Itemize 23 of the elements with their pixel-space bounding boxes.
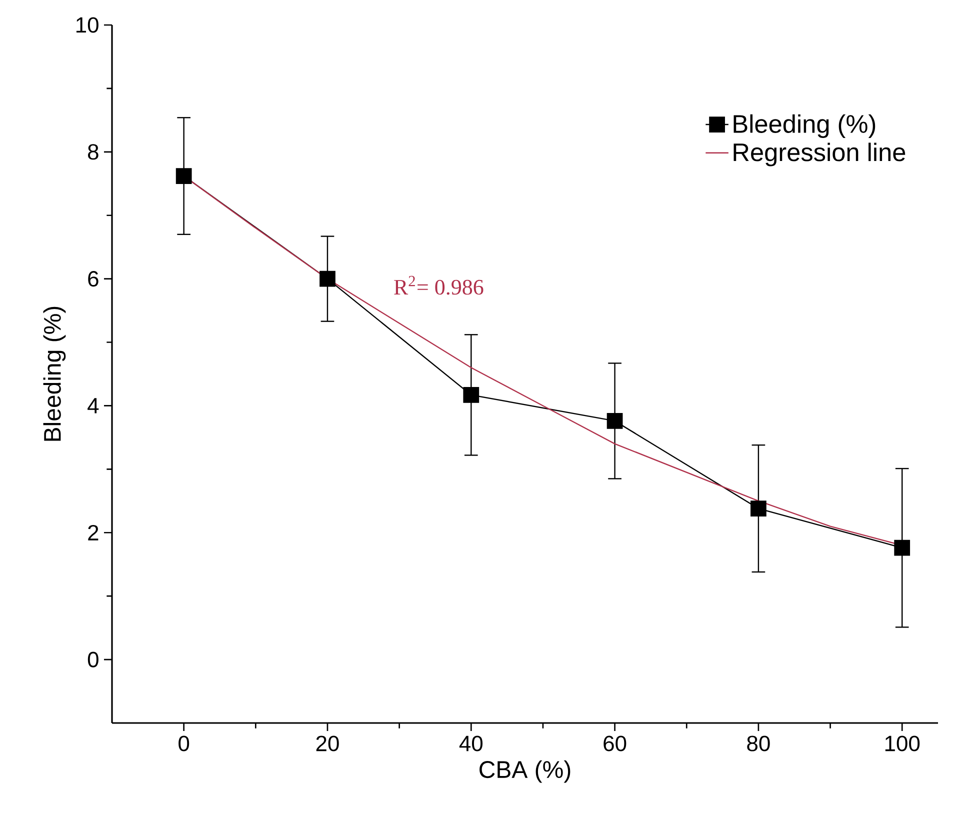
- x-axis-title: CBA (%): [480, 760, 570, 783]
- y-tick-label: 6: [88, 271, 98, 287]
- point: [320, 270, 336, 287]
- legend-label: Regression line: [734, 142, 906, 166]
- x-tick-label: 0: [178, 736, 190, 752]
- x-tick-label: 60: [604, 736, 626, 752]
- x-tick-label: 100: [885, 736, 920, 752]
- point: [606, 413, 623, 429]
- y-tick-label: 8: [88, 144, 98, 160]
- x-tick-label: 40: [459, 736, 483, 752]
- legend-label: Bleeding (%): [734, 114, 876, 138]
- y-tick-label: 2: [88, 524, 98, 540]
- y-tick-label: 10: [76, 17, 98, 33]
- y-tick-label: 4: [88, 398, 99, 414]
- x-tick-label: 20: [316, 736, 339, 752]
- point: [463, 387, 480, 403]
- annotation: R$^{2}$= 0.986: [394, 276, 484, 295]
- point: [176, 168, 192, 184]
- y-tick-label: 0: [88, 652, 98, 668]
- point: [750, 500, 766, 516]
- x-tick-label: 80: [747, 736, 770, 752]
- point: [894, 540, 910, 556]
- y-axis-title: Bleeding (%): [43, 306, 66, 441]
